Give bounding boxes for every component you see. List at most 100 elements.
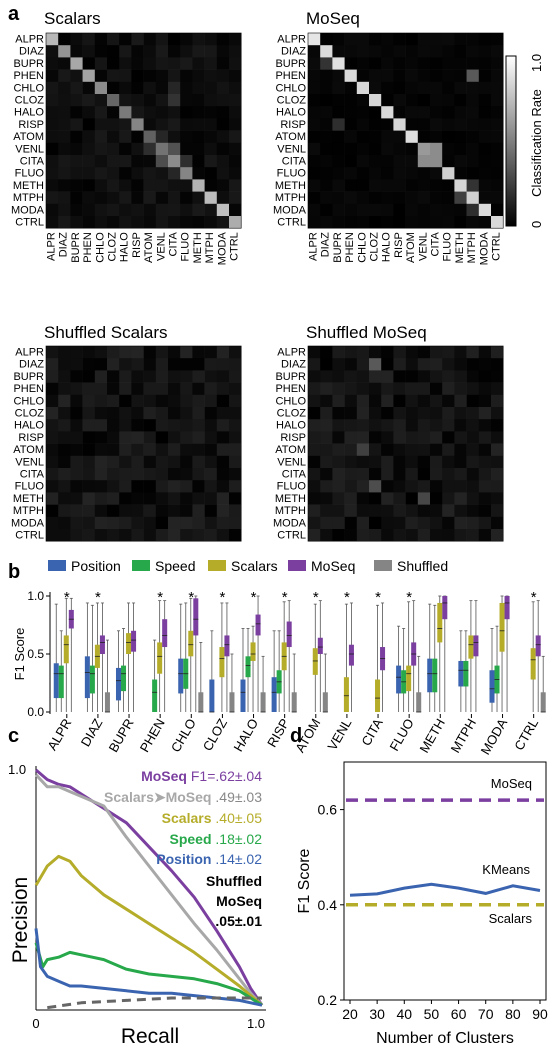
heatmap-cell — [216, 142, 230, 156]
heatmap-cell — [155, 346, 169, 359]
heatmap-cell — [58, 492, 71, 505]
label-scalars: Scalars .40±.05 — [162, 810, 263, 826]
heatmap-cell — [131, 142, 144, 156]
heatmap-cell — [131, 69, 144, 83]
heatmap-cell — [466, 45, 480, 58]
heatmap-col-label: METH — [454, 232, 466, 263]
heatmap-cell — [478, 492, 492, 505]
heatmap-cell — [119, 346, 132, 359]
heatmap-cell — [369, 45, 382, 58]
x-tick-label: CLOZ — [200, 716, 230, 754]
label-scalars-moseq-name: Scalars➤MoSeq — [104, 789, 215, 805]
heatmap-cell — [82, 455, 96, 469]
heatmap-row-label: CTRL — [277, 530, 306, 542]
heatmap-cell — [308, 492, 321, 505]
heatmap-cell — [308, 45, 321, 58]
x-axis-label: Number of Clusters — [376, 1030, 514, 1047]
heatmap-col-label: ATOM — [405, 232, 417, 263]
heatmap-cell — [131, 81, 144, 95]
kmeans-line — [349, 882, 541, 897]
heatmap-cell — [332, 45, 345, 58]
heatmap-cell — [143, 443, 157, 457]
label-shuffled-f1: .05±.01 — [215, 913, 262, 929]
heatmap-cell — [356, 167, 370, 180]
heatmap-cell — [417, 443, 431, 457]
y-axis-label: F1 Score — [296, 848, 313, 913]
heatmap-cell — [442, 431, 455, 444]
heatmap-cell — [381, 419, 394, 432]
heatmap-cell — [58, 455, 71, 469]
heatmap-cell — [369, 94, 382, 107]
heatmap-cell — [308, 81, 321, 95]
heatmap-cell — [216, 57, 230, 70]
heatmap-cell — [417, 81, 431, 95]
x-axis-label: Recall — [121, 1025, 179, 1048]
heatmap-cell — [107, 155, 120, 168]
heatmap-cell — [192, 529, 205, 542]
heatmap-cell — [454, 191, 467, 205]
heatmap-cell — [94, 394, 108, 408]
box-body — [499, 602, 505, 652]
heatmap-row-label: CHLO — [275, 82, 306, 94]
heatmap-cell — [168, 45, 181, 58]
heatmap-cell — [344, 382, 358, 396]
heatmap-cell — [320, 45, 333, 58]
heatmap-cell — [320, 118, 333, 131]
heatmap-cell — [204, 346, 218, 359]
heatmap-cell — [393, 191, 406, 205]
heatmap-cell — [417, 382, 431, 396]
heatmap-cell — [168, 346, 181, 359]
heatmap-cell — [478, 346, 492, 359]
heatmap-cell — [417, 529, 431, 542]
heatmap-cell — [442, 130, 455, 144]
heatmap-cell — [454, 480, 467, 493]
heatmap-cell — [70, 346, 83, 359]
heatmap-cell — [58, 94, 71, 107]
heatmap-row-label: DIAZ — [19, 359, 44, 371]
heatmap-col-label: CITA — [430, 232, 442, 257]
heatmap-cell — [46, 191, 59, 205]
heatmap-cell — [94, 179, 108, 192]
heatmap-cell — [216, 94, 230, 107]
heatmap-cell — [332, 419, 345, 432]
heatmap-cell — [94, 468, 108, 481]
heatmap-cell — [393, 142, 406, 156]
heatmap-cell — [356, 370, 370, 383]
heatmap-cell — [430, 419, 443, 432]
heatmap-cell — [143, 155, 157, 168]
heatmap-cell — [478, 358, 492, 371]
heatmap-cell — [417, 358, 431, 371]
heatmap-cell — [308, 33, 321, 46]
heatmap-cell — [344, 106, 358, 119]
heatmap-cell — [58, 45, 71, 58]
box-body — [260, 692, 266, 712]
significance-star: * — [157, 589, 163, 606]
heatmap-cell — [405, 468, 419, 481]
heatmap-cell — [381, 504, 394, 518]
box-body — [131, 630, 137, 652]
heatmap-cell — [308, 130, 321, 144]
heatmap-cell — [58, 370, 71, 383]
x-tick-label: PHEN — [137, 716, 168, 755]
heatmap-cell — [369, 382, 382, 396]
heatmap-cell — [442, 216, 455, 229]
heatmap-cell — [216, 529, 230, 542]
heatmap-cell — [320, 504, 333, 518]
heatmap-cell — [332, 69, 345, 83]
heatmap-cell — [466, 57, 480, 70]
box-body — [312, 648, 318, 675]
heatmap-cell — [454, 455, 467, 469]
heatmap-cell — [131, 480, 144, 493]
heatmap-cell — [356, 407, 370, 420]
heatmap-cell — [131, 346, 144, 359]
heatmap-cell — [344, 142, 358, 156]
heatmap-cell — [369, 492, 382, 505]
heatmap-cell — [369, 142, 382, 156]
heatmap-cell — [131, 106, 144, 119]
heatmap-cell — [332, 118, 345, 131]
heatmap-cell — [454, 216, 467, 229]
heatmap-cell — [478, 480, 492, 493]
heatmap-row-label: PHEN — [13, 70, 44, 82]
heatmap-cell — [143, 167, 157, 180]
heatmap-cell — [58, 216, 71, 229]
